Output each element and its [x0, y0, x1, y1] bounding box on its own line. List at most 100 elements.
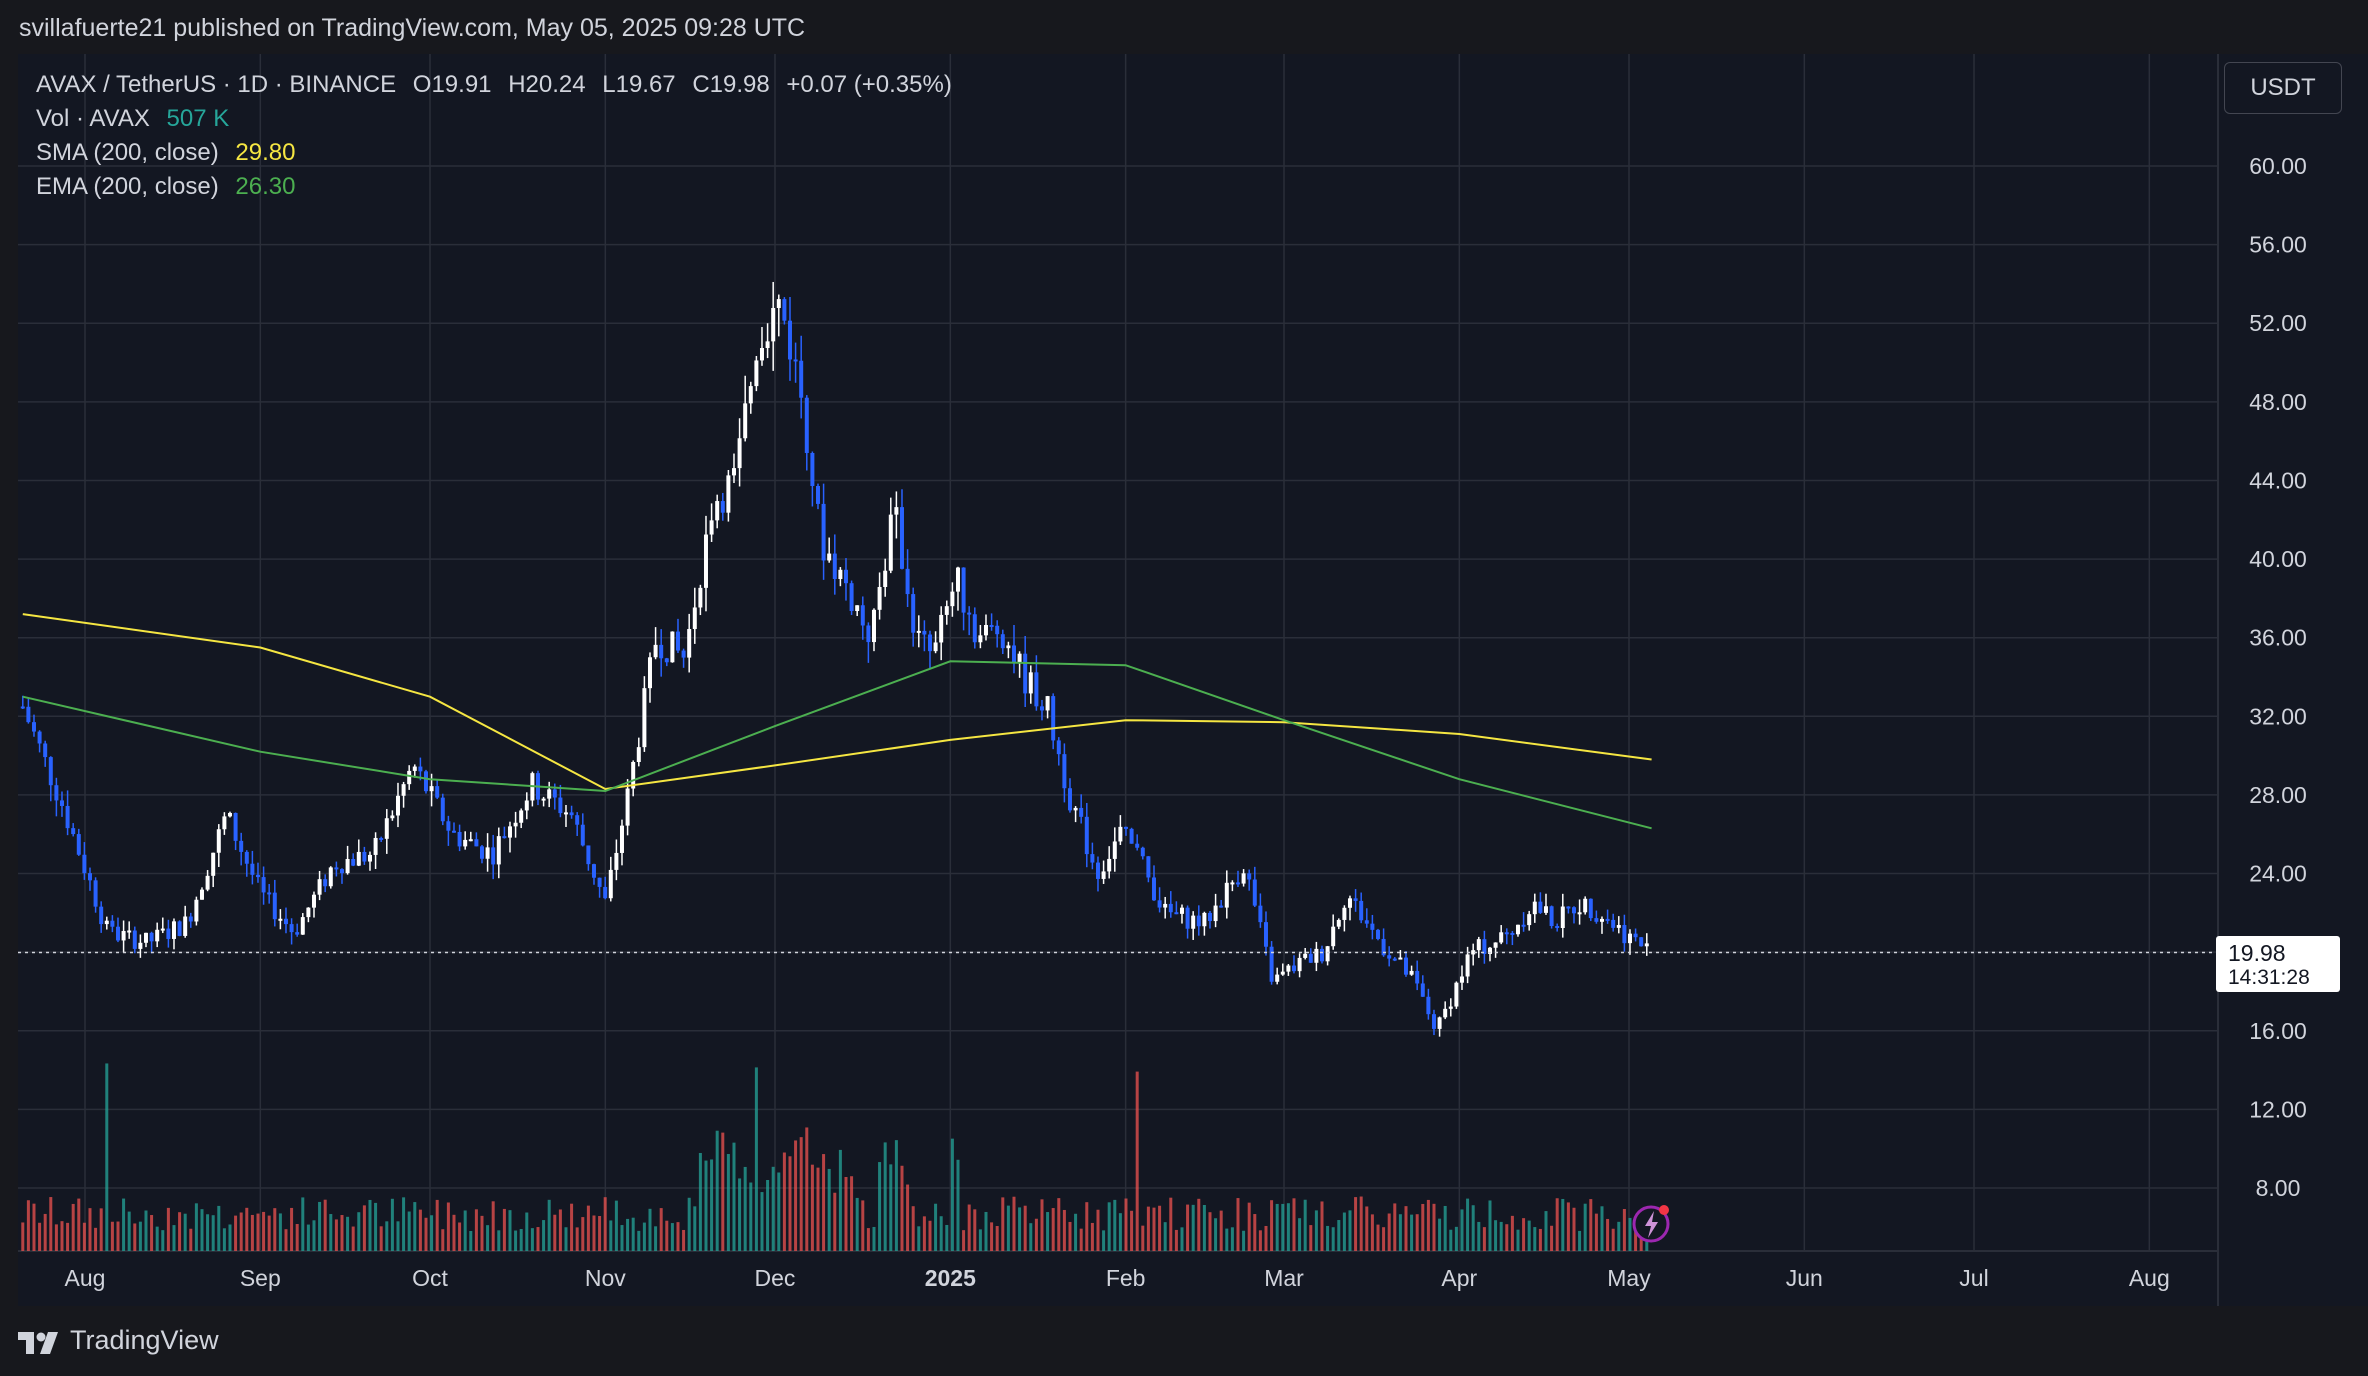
candle-body — [1465, 954, 1470, 977]
time-axis-ticks: Aug Sep Oct Nov Dec 2025 Feb Mar Apr May Jun Jul Aug — [65, 1265, 2170, 1291]
volume-bar — [1006, 1205, 1010, 1251]
candle-body — [1163, 903, 1168, 908]
candle-body — [507, 826, 512, 838]
volume-bar — [883, 1142, 887, 1251]
candle-body — [65, 805, 70, 829]
candle-body — [188, 916, 193, 922]
volume-bar — [1191, 1204, 1195, 1251]
volume-bar — [939, 1216, 943, 1251]
currency-button[interactable]: USDT — [2224, 62, 2342, 114]
volume-bar — [710, 1159, 714, 1251]
candle-body — [1459, 976, 1464, 983]
symbol-label[interactable]: AVAX / TetherUS · 1D · BINANCE — [36, 71, 397, 98]
candle-body — [99, 906, 104, 925]
candle-body — [1527, 914, 1532, 926]
candle-body — [115, 926, 120, 941]
volume-bar — [872, 1226, 876, 1251]
volume-bar — [222, 1228, 226, 1251]
candle-body — [211, 852, 216, 876]
volume-bar — [21, 1222, 25, 1251]
volume-bar — [1102, 1230, 1106, 1251]
volume-bar — [1572, 1207, 1576, 1251]
candle-body — [1308, 953, 1313, 963]
volume-value: 507 K — [166, 105, 230, 132]
candle-body — [1095, 862, 1100, 879]
volume-bar — [704, 1160, 708, 1251]
candle-body — [1219, 905, 1224, 908]
candle-body — [1118, 826, 1123, 842]
volume-bar — [777, 1172, 781, 1251]
last-price-tag: 19.98 14:31:28 — [2216, 936, 2340, 992]
volume-bar — [1001, 1197, 1005, 1251]
candle-body — [625, 788, 630, 826]
candle-body — [1011, 645, 1016, 664]
candle-body — [1426, 996, 1431, 1015]
candle-body — [468, 839, 473, 842]
lightning-icon[interactable] — [1632, 1205, 1670, 1243]
candle-body — [127, 930, 132, 933]
volume-bar — [116, 1221, 120, 1251]
volume-bar — [547, 1199, 551, 1251]
candle-body — [283, 918, 288, 925]
candle-body — [143, 932, 148, 943]
volume-bar — [1342, 1212, 1346, 1251]
volume-bar — [1393, 1203, 1397, 1251]
volume-bar — [161, 1230, 165, 1251]
candle-body — [244, 851, 249, 864]
volume-bar — [424, 1217, 428, 1251]
volume-label: Vol · AVAX — [36, 105, 150, 132]
candle-body — [547, 789, 552, 799]
candle-body — [1571, 907, 1576, 914]
volume-bar — [189, 1228, 193, 1251]
candle-body — [524, 800, 529, 811]
volume-bar — [234, 1215, 238, 1251]
volume-bar — [715, 1130, 719, 1251]
candle-body — [1420, 983, 1425, 997]
ema-row[interactable]: EMA (200, close) 26.30 — [36, 170, 952, 204]
volume-bar — [1292, 1198, 1296, 1251]
candle-body — [1493, 942, 1498, 948]
candle-body — [71, 828, 76, 835]
candle-body — [479, 846, 484, 859]
volume-bar — [486, 1225, 490, 1251]
volume-bar — [273, 1208, 277, 1251]
candle-body — [636, 747, 641, 762]
candle-body — [1275, 974, 1280, 982]
candle-body — [205, 875, 210, 890]
volume-row[interactable]: Vol · AVAX 507 K — [36, 102, 952, 136]
candle-body — [93, 880, 98, 907]
volume-bar — [894, 1140, 898, 1251]
time-tick-label: Aug — [2129, 1265, 2170, 1291]
volume-bar — [855, 1197, 859, 1251]
volume-bar — [570, 1203, 574, 1251]
volume-bar — [659, 1208, 663, 1251]
candle-body — [922, 630, 927, 635]
sma-row[interactable]: SMA (200, close) 29.80 — [36, 136, 952, 170]
volume-bar — [452, 1214, 456, 1251]
volume-bar — [743, 1166, 747, 1251]
volume-bar — [508, 1210, 512, 1251]
volume-bar — [1040, 1199, 1044, 1251]
candle-body — [328, 867, 333, 887]
candle-body — [1543, 906, 1548, 913]
candle-body — [552, 789, 557, 798]
candle-body — [1560, 906, 1565, 929]
candle-body — [485, 847, 490, 859]
volume-bar — [1510, 1215, 1514, 1251]
candle-body — [1263, 922, 1268, 947]
volume-bar — [172, 1225, 176, 1251]
candle-body — [1247, 873, 1252, 880]
volume-bar — [1443, 1205, 1447, 1251]
volume-bar — [1477, 1221, 1481, 1251]
candle-body — [967, 612, 972, 615]
price-tick-label: 60.00 — [2249, 153, 2307, 179]
volume-bar — [1494, 1220, 1498, 1251]
tradingview-logo[interactable]: TradingView — [18, 1325, 219, 1356]
candle-body — [37, 731, 42, 744]
volume-bar — [1090, 1222, 1094, 1251]
volume-bar — [32, 1203, 36, 1251]
candle-body — [1297, 957, 1302, 972]
candle-body — [950, 591, 955, 607]
ohlc-high: H20.24 — [508, 71, 586, 98]
